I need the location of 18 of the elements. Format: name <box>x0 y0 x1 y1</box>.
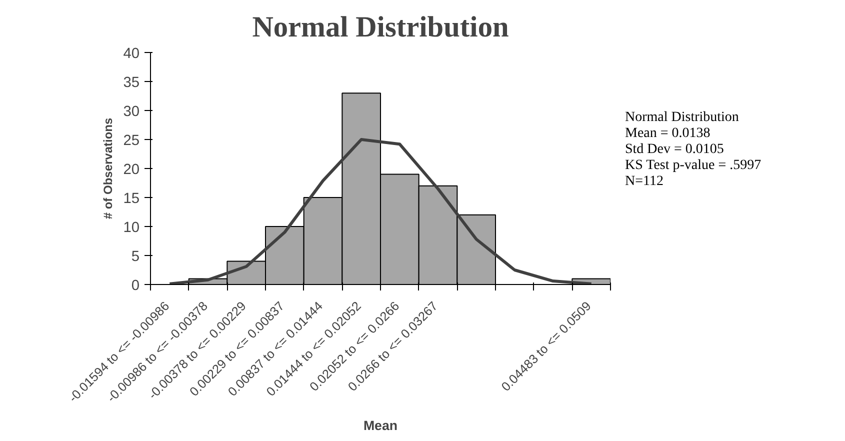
chart-title: Normal Distribution <box>252 12 509 44</box>
y-tick-label: 20 <box>123 162 140 178</box>
text: N=112 <box>625 174 664 190</box>
y-tick-label: 40 <box>123 46 140 62</box>
text: Std Dev = 0.0105 <box>625 142 724 158</box>
y-tick-label: 10 <box>123 220 140 236</box>
y-tick-label: 15 <box>123 191 140 207</box>
y-tick-label: 25 <box>123 133 140 149</box>
text: KS Test p-value = .5997 <box>625 158 762 174</box>
y-tick-label: 0 <box>131 278 140 294</box>
text: Mean = 0.0138 <box>625 126 710 142</box>
y-tick-label: 30 <box>123 104 140 120</box>
x-axis-title: Mean <box>363 418 398 433</box>
line-series <box>168 138 593 284</box>
y-axis-title: # of Observations <box>101 117 116 220</box>
y-tick-label: 35 <box>123 75 140 91</box>
text: Normal Distribution <box>625 110 739 125</box>
y-tick-label: 5 <box>131 249 140 265</box>
